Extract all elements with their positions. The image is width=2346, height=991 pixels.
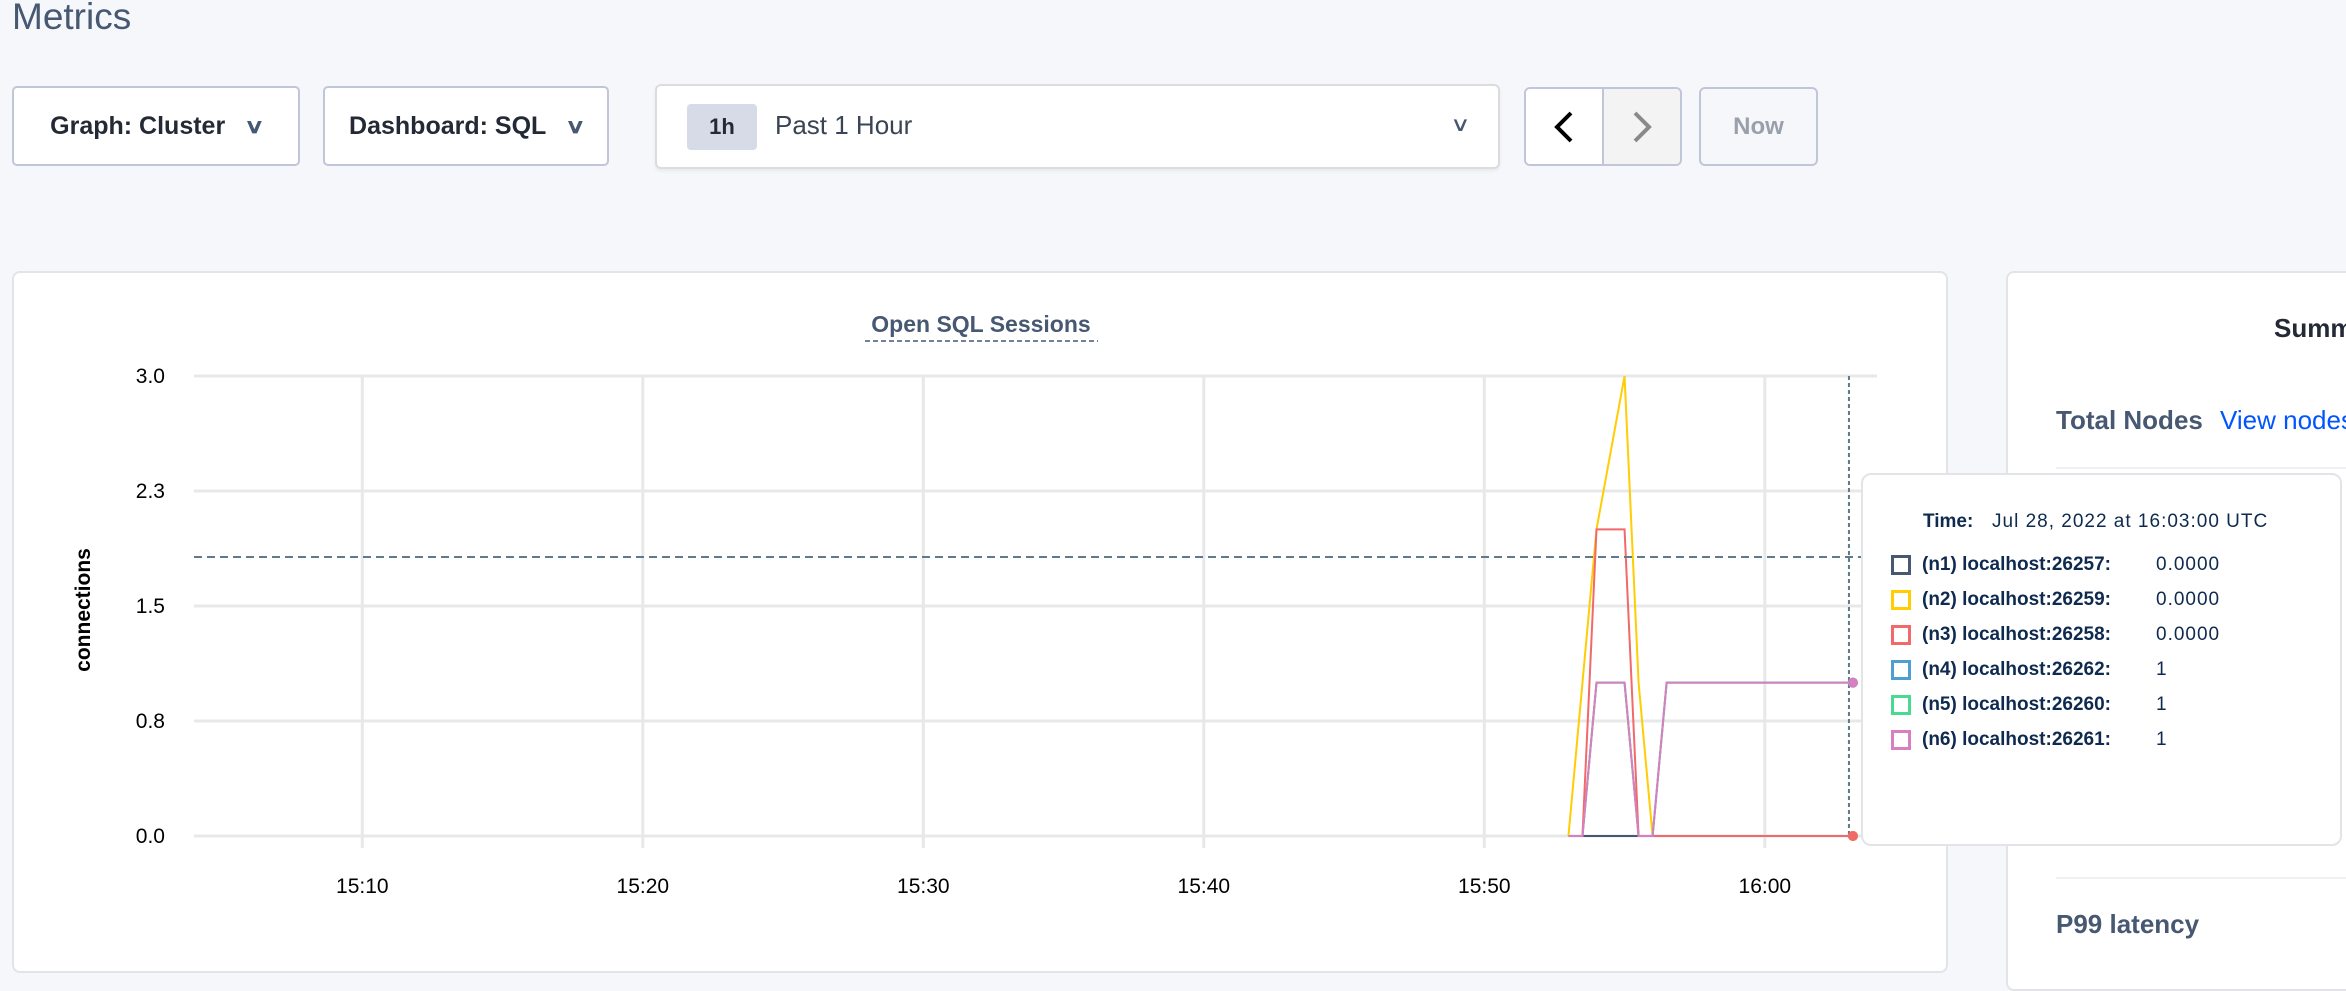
tooltip-series-label: (n3) localhost:26258: — [1922, 624, 2111, 645]
tooltip-series-label: (n4) localhost:26262: — [1922, 659, 2111, 680]
x-tick-label: 15:40 — [1178, 875, 1231, 898]
chevron-down-icon: ∨ — [565, 115, 586, 138]
tooltip-series-label: (n6) localhost:26261: — [1922, 729, 2111, 750]
chevron-left-icon — [1554, 111, 1573, 142]
next-button[interactable] — [1604, 89, 1680, 164]
series-swatch-icon — [1891, 625, 1911, 645]
chevron-down-icon: ∨ — [244, 115, 265, 138]
series-swatch-icon — [1891, 660, 1911, 680]
graph-dropdown-label: Graph: Cluster — [50, 111, 226, 140]
now-button[interactable]: Now — [1699, 87, 1818, 166]
tooltip-time-value: Jul 28, 2022 at 16:03:00 UTC — [1992, 511, 2269, 532]
tooltip-series-value: 0.0000 — [2156, 624, 2221, 645]
tooltip-series-label: (n5) localhost:26260: — [1922, 694, 2111, 715]
dashboard-dropdown[interactable]: Dashboard: SQL ∨ — [323, 86, 609, 166]
chart-tooltip: Time: Jul 28, 2022 at 16:03:00 UTC (n1) … — [1861, 473, 2342, 846]
dashboard-dropdown-label: Dashboard: SQL — [349, 111, 547, 140]
y-tick-label: 3.0 — [136, 365, 165, 388]
series-line — [1581, 528, 1849, 837]
chevron-down-icon: ∨ — [1450, 114, 1471, 136]
chart-title: Open SQL Sessions — [871, 311, 1090, 337]
hover-point — [1847, 677, 1858, 688]
previous-button[interactable] — [1526, 89, 1604, 164]
time-range-selector[interactable]: 1h Past 1 Hour ∨ — [655, 84, 1500, 169]
hover-point — [1847, 831, 1858, 841]
divider — [2056, 877, 2346, 879]
tooltip-series-value: 1 — [2156, 729, 2168, 750]
divider — [2056, 467, 2346, 469]
tooltip-row: (n5) localhost:26260: — [1891, 694, 2111, 716]
view-nodes-link[interactable]: View nodes — [2220, 405, 2346, 435]
tooltip-series-value: 1 — [2156, 659, 2168, 680]
time-nav — [1524, 87, 1682, 166]
page-title: Metrics — [12, 0, 132, 37]
tooltip-series-value: 1 — [2156, 694, 2168, 715]
tooltip-row: (n6) localhost:26261: — [1891, 729, 2111, 751]
y-tick-label: 0.0 — [136, 825, 165, 848]
x-tick-label: 15:30 — [897, 875, 950, 898]
series-line — [1568, 681, 1849, 837]
tooltip-series-value: 0.0000 — [2156, 554, 2221, 575]
chevron-right-icon — [1633, 111, 1652, 142]
x-tick-label: 15:10 — [336, 875, 389, 898]
tooltip-series-value: 0.0000 — [2156, 589, 2221, 610]
series-line — [1568, 681, 1849, 837]
tooltip-row: (n4) localhost:26262: — [1891, 659, 2111, 681]
p99-latency-label: P99 latency — [2056, 909, 2200, 939]
tooltip-time-label: Time: — [1923, 511, 1974, 532]
graph-dropdown[interactable]: Graph: Cluster ∨ — [12, 86, 300, 166]
y-tick-label: 1.5 — [136, 595, 165, 618]
series-line — [1568, 681, 1849, 837]
summary-title: Summ — [2274, 313, 2346, 343]
series-swatch-icon — [1891, 555, 1911, 575]
total-nodes-label: Total Nodes — [2056, 405, 2203, 435]
y-axis-label: connections — [72, 548, 95, 672]
tooltip-row: (n3) localhost:26258: — [1891, 624, 2111, 646]
tooltip-series-label: (n1) localhost:26257: — [1922, 554, 2111, 575]
x-tick-label: 16:00 — [1739, 875, 1792, 898]
x-tick-label: 15:50 — [1458, 875, 1511, 898]
tooltip-row: (n1) localhost:26257: — [1891, 554, 2111, 576]
time-range-badge: 1h — [687, 104, 757, 150]
tooltip-series-label: (n2) localhost:26259: — [1922, 589, 2111, 610]
time-range-label: Past 1 Hour — [775, 110, 913, 140]
x-tick-label: 15:20 — [617, 875, 670, 898]
series-swatch-icon — [1891, 590, 1911, 610]
y-tick-label: 0.8 — [136, 710, 165, 733]
y-tick-label: 2.3 — [136, 480, 165, 503]
series-swatch-icon — [1891, 730, 1911, 750]
series-swatch-icon — [1891, 695, 1911, 715]
tooltip-row: (n2) localhost:26259: — [1891, 589, 2111, 611]
